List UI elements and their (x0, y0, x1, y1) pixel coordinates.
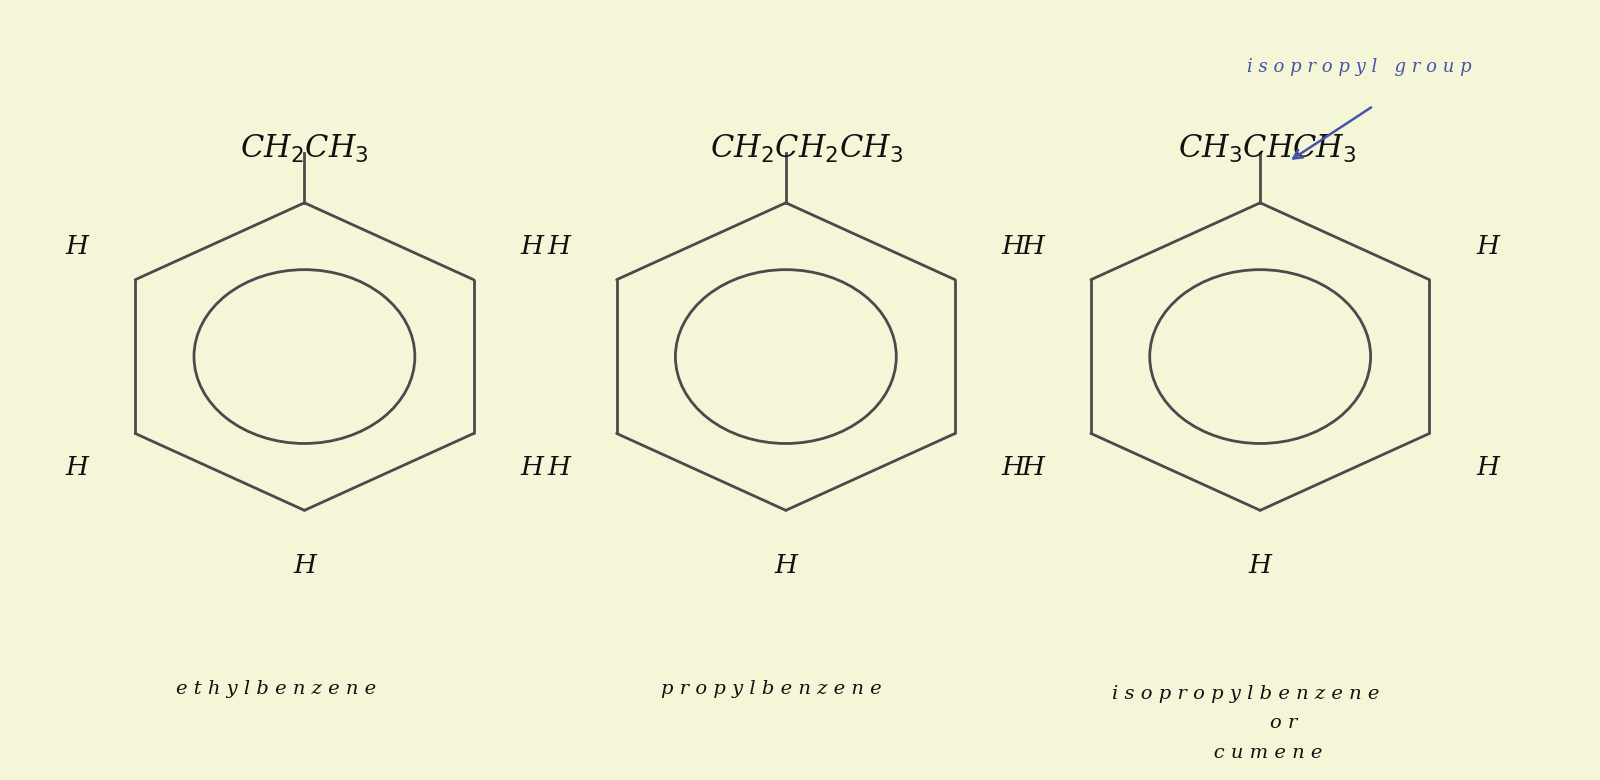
Text: H: H (1475, 233, 1499, 258)
Text: H: H (66, 455, 88, 480)
Text: H: H (66, 233, 88, 258)
Text: CH$_2$CH$_2$CH$_3$: CH$_2$CH$_2$CH$_3$ (710, 133, 904, 165)
Text: H: H (293, 553, 315, 578)
Text: H: H (1002, 455, 1024, 480)
Text: p r o p y l b e n z e n e: p r o p y l b e n z e n e (661, 679, 882, 698)
Text: e t h y l b e n z e n e: e t h y l b e n z e n e (176, 679, 376, 698)
Text: H: H (1248, 553, 1272, 578)
Text: CH$_2$CH$_3$: CH$_2$CH$_3$ (240, 133, 370, 165)
Text: H: H (1002, 233, 1024, 258)
Text: i s o p r o p y l b e n z e n e
            o r
       c u m e n e: i s o p r o p y l b e n z e n e o r c u … (1112, 686, 1379, 762)
Text: i s o p r o p y l   g r o u p: i s o p r o p y l g r o u p (1246, 58, 1472, 76)
Text: H: H (520, 455, 544, 480)
Text: H: H (547, 455, 570, 480)
Text: H: H (1021, 455, 1045, 480)
Text: H: H (1021, 233, 1045, 258)
Text: CH$_3$CHCH$_3$: CH$_3$CHCH$_3$ (1178, 133, 1357, 165)
Text: H: H (1475, 455, 1499, 480)
Text: H: H (774, 553, 797, 578)
Text: H: H (520, 233, 544, 258)
Text: H: H (547, 233, 570, 258)
